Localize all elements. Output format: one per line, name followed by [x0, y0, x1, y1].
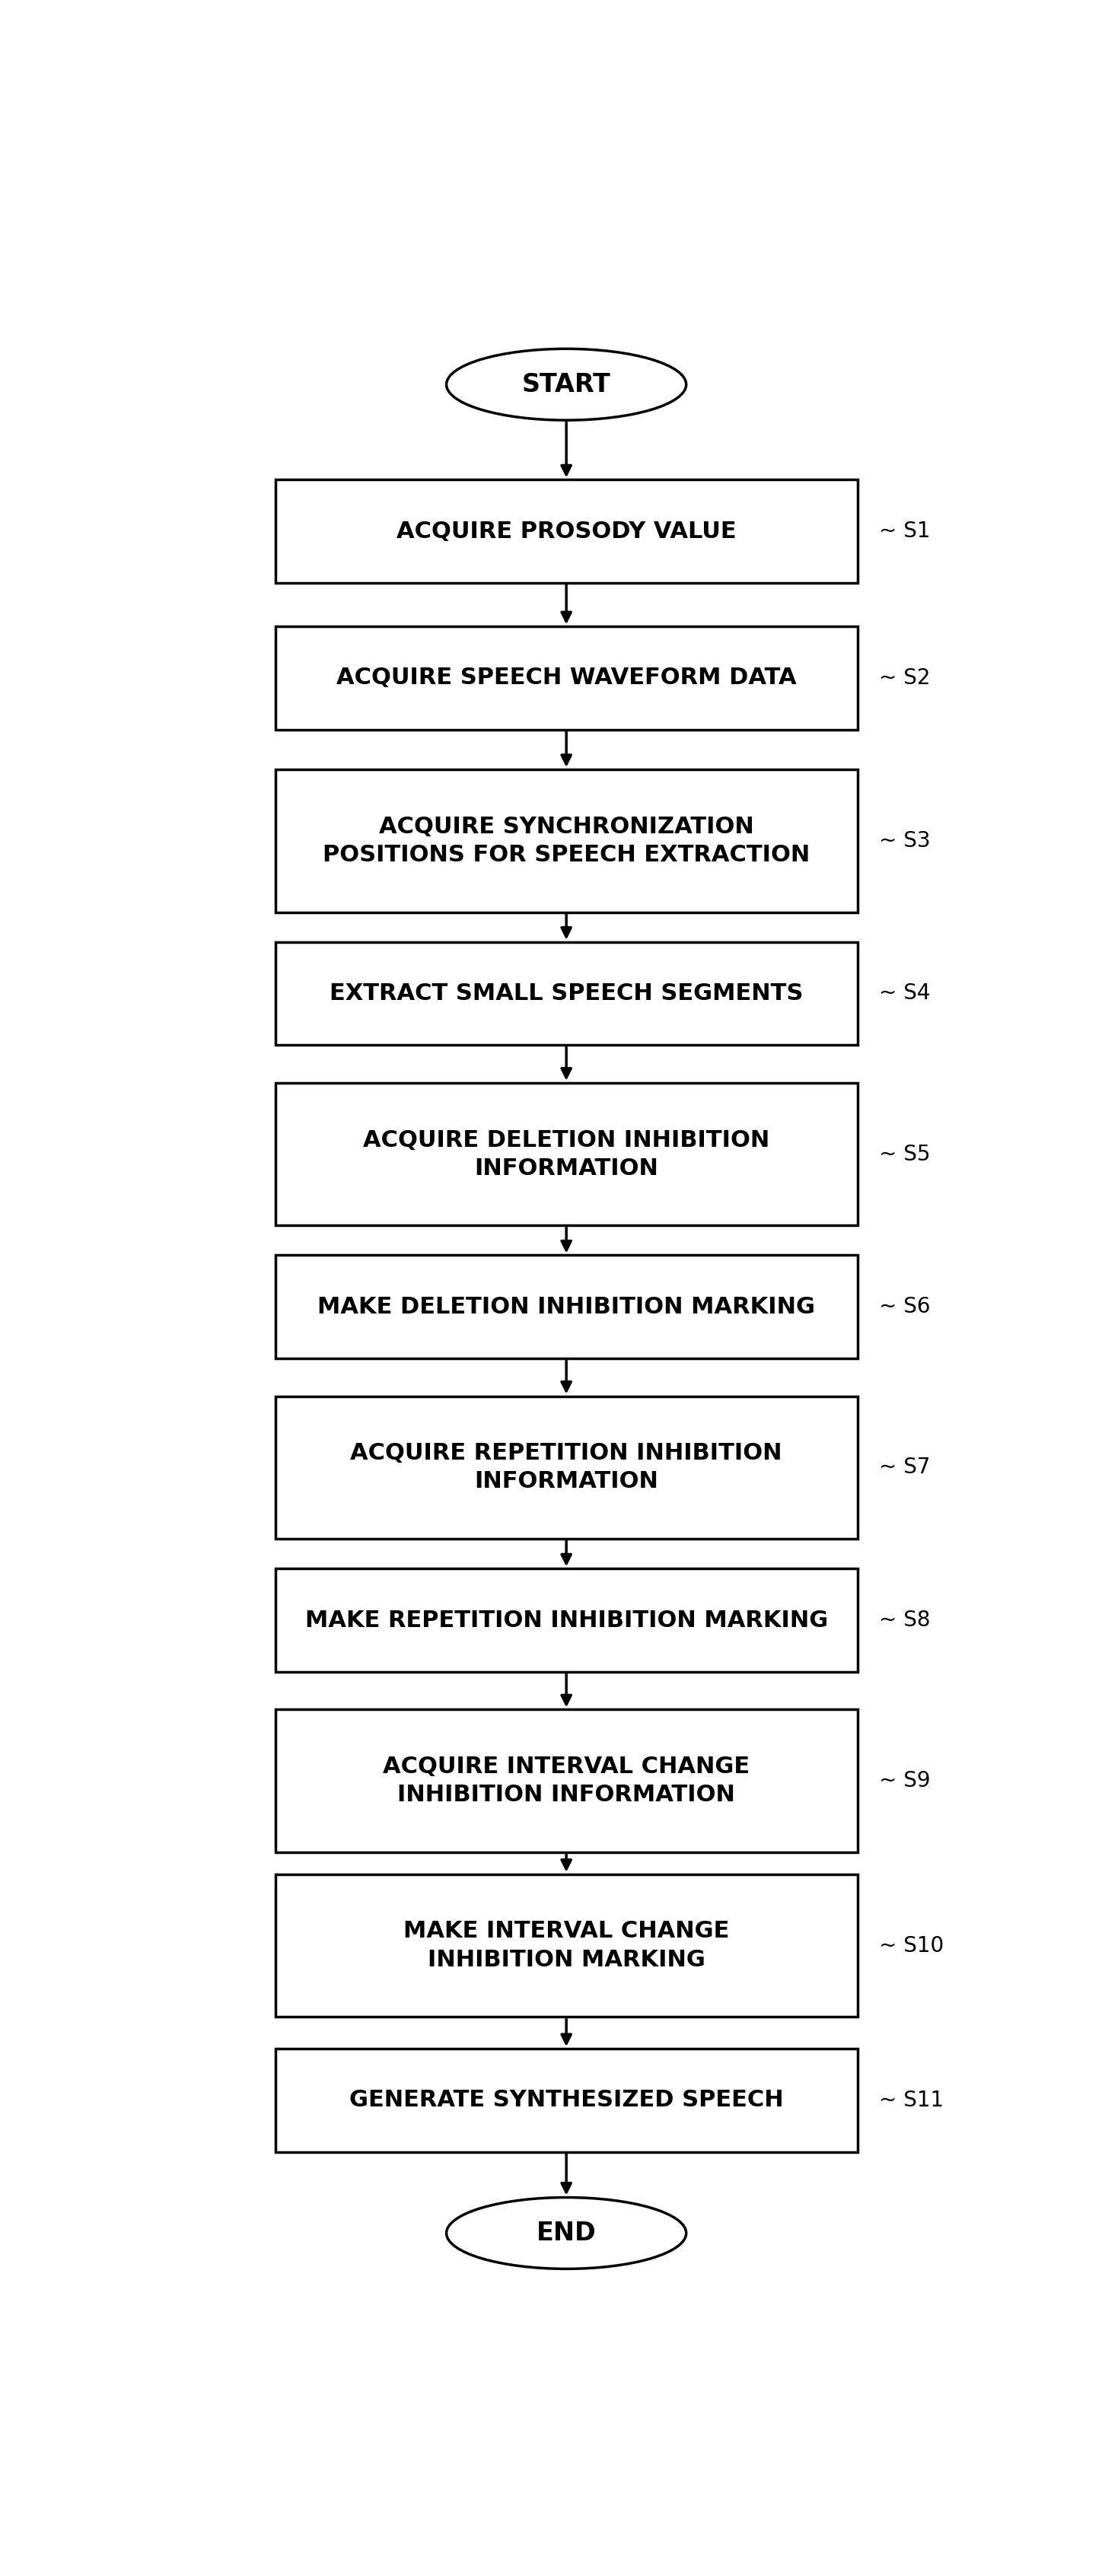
FancyBboxPatch shape	[275, 943, 857, 1046]
Text: ACQUIRE INTERVAL CHANGE
INHIBITION INFORMATION: ACQUIRE INTERVAL CHANGE INHIBITION INFOR…	[382, 1757, 750, 1806]
FancyBboxPatch shape	[275, 1255, 857, 1358]
Text: ~ S4: ~ S4	[878, 984, 930, 1005]
Text: ACQUIRE SYNCHRONIZATION
POSITIONS FOR SPEECH EXTRACTION: ACQUIRE SYNCHRONIZATION POSITIONS FOR SP…	[323, 817, 810, 866]
FancyBboxPatch shape	[275, 1569, 857, 1672]
Text: ~ S2: ~ S2	[878, 667, 930, 688]
Text: ~ S7: ~ S7	[878, 1458, 930, 1479]
FancyBboxPatch shape	[275, 1082, 857, 1226]
Text: ~ S8: ~ S8	[878, 1610, 930, 1631]
Text: GENERATE SYNTHESIZED SPEECH: GENERATE SYNTHESIZED SPEECH	[349, 2089, 783, 2112]
Text: START: START	[522, 371, 611, 397]
FancyBboxPatch shape	[275, 1396, 857, 1538]
Ellipse shape	[446, 2197, 686, 2269]
Text: ACQUIRE DELETION INHIBITION
INFORMATION: ACQUIRE DELETION INHIBITION INFORMATION	[364, 1128, 769, 1180]
Text: END: END	[536, 2221, 597, 2246]
Text: EXTRACT SMALL SPEECH SEGMENTS: EXTRACT SMALL SPEECH SEGMENTS	[329, 981, 803, 1005]
Text: ~ S10: ~ S10	[878, 1935, 944, 1955]
FancyBboxPatch shape	[275, 1875, 857, 2017]
Text: ~ S1: ~ S1	[878, 520, 930, 541]
Text: ~ S9: ~ S9	[878, 1770, 930, 1790]
Ellipse shape	[446, 348, 686, 420]
Text: ~ S6: ~ S6	[878, 1296, 930, 1316]
FancyBboxPatch shape	[275, 1710, 857, 1852]
Text: ACQUIRE SPEECH WAVEFORM DATA: ACQUIRE SPEECH WAVEFORM DATA	[336, 667, 797, 690]
FancyBboxPatch shape	[275, 2048, 857, 2151]
Text: MAKE REPETITION INHIBITION MARKING: MAKE REPETITION INHIBITION MARKING	[305, 1610, 828, 1631]
Text: ACQUIRE PROSODY VALUE: ACQUIRE PROSODY VALUE	[397, 520, 736, 544]
Text: ACQUIRE REPETITION INHIBITION
INFORMATION: ACQUIRE REPETITION INHIBITION INFORMATIO…	[350, 1443, 782, 1492]
FancyBboxPatch shape	[275, 626, 857, 729]
FancyBboxPatch shape	[275, 770, 857, 912]
Text: ~ S5: ~ S5	[878, 1144, 930, 1164]
Text: MAKE DELETION INHIBITION MARKING: MAKE DELETION INHIBITION MARKING	[317, 1296, 815, 1319]
FancyBboxPatch shape	[275, 479, 857, 582]
Text: ~ S3: ~ S3	[878, 829, 930, 850]
Text: MAKE INTERVAL CHANGE
INHIBITION MARKING: MAKE INTERVAL CHANGE INHIBITION MARKING	[403, 1919, 729, 1971]
Text: ~ S11: ~ S11	[878, 2089, 944, 2110]
